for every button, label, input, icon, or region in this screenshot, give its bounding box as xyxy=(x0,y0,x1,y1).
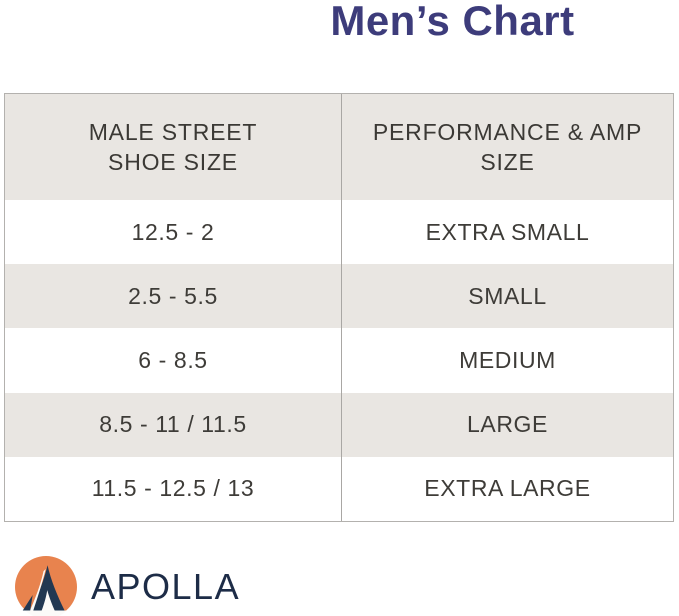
table-row: 8.5 - 11 / 11.5 LARGE xyxy=(5,392,673,457)
amp-size-value: SMALL xyxy=(341,264,673,329)
amp-size-value: MEDIUM xyxy=(341,328,673,393)
amp-size-value: LARGE xyxy=(341,392,673,457)
table-row: 6 - 8.5 MEDIUM xyxy=(5,328,673,393)
table-row: 12.5 - 2 EXTRA SMALL xyxy=(5,200,673,265)
page-title: Men’s Chart xyxy=(330,0,575,44)
header-amp-size: PERFORMANCE & AMP SIZE xyxy=(341,94,673,200)
table-header-row: MALE STREET SHOE SIZE PERFORMANCE & AMP … xyxy=(5,94,673,200)
shoe-size-value: 8.5 - 11 / 11.5 xyxy=(99,411,247,438)
size-chart-table: MALE STREET SHOE SIZE PERFORMANCE & AMP … xyxy=(4,93,674,522)
shoe-size-value: 12.5 - 2 xyxy=(131,218,215,245)
apolla-a-icon xyxy=(15,556,77,616)
amp-size-value: EXTRA LARGE xyxy=(341,456,673,521)
shoe-size-value: 6 - 8.5 xyxy=(138,346,208,373)
table-row: 2.5 - 5.5 SMALL xyxy=(5,264,673,329)
header-shoe-size: MALE STREET SHOE SIZE xyxy=(88,119,258,175)
shoe-size-value: 2.5 - 5.5 xyxy=(128,282,218,309)
shoe-size-value: 11.5 - 12.5 / 13 xyxy=(91,475,255,502)
amp-size-value: EXTRA SMALL xyxy=(341,200,673,265)
table-row: 11.5 - 12.5 / 13 EXTRA LARGE xyxy=(5,456,673,521)
apolla-logo: APOLLA xyxy=(15,556,240,616)
brand-name: APOLLA xyxy=(91,566,241,607)
